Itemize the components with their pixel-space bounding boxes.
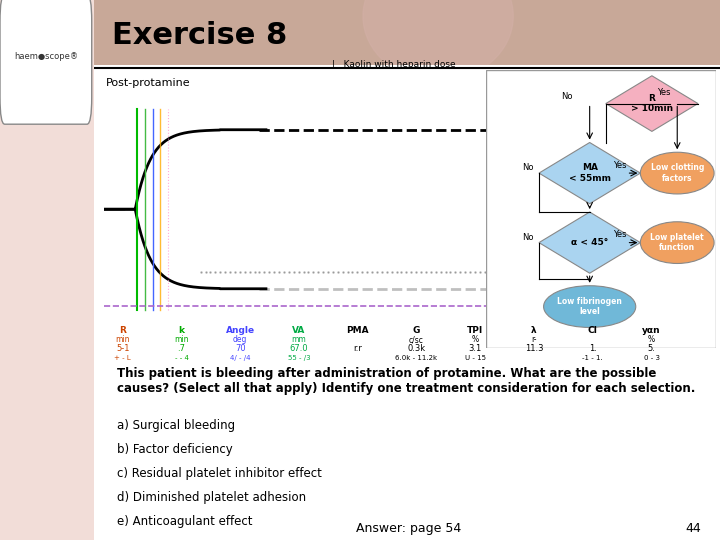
Text: k: k <box>179 326 184 335</box>
Text: TPI: TPI <box>467 326 483 335</box>
Text: Angle: Angle <box>225 326 255 335</box>
Polygon shape <box>539 143 640 204</box>
Text: Answer: page 54: Answer: page 54 <box>356 522 462 535</box>
Text: G: G <box>413 326 420 335</box>
Bar <box>94 65 720 540</box>
Text: Exercise 8: Exercise 8 <box>112 21 288 50</box>
Text: 3.1: 3.1 <box>469 345 482 353</box>
FancyBboxPatch shape <box>0 0 91 124</box>
Bar <box>94 0 720 65</box>
Text: d) Diminished platelet adhesion: d) Diminished platelet adhesion <box>117 491 306 504</box>
Text: R
> 10min: R > 10min <box>631 94 673 113</box>
Text: deg: deg <box>233 335 248 345</box>
Text: + - L: + - L <box>114 355 131 361</box>
Text: 0.3k: 0.3k <box>408 345 426 353</box>
Text: mm: mm <box>292 335 307 345</box>
Text: 5-1: 5-1 <box>116 345 130 353</box>
Text: Low platelet
function: Low platelet function <box>650 233 704 252</box>
Text: |   Kaolin with heparin dose: | Kaolin with heparin dose <box>332 60 455 69</box>
Text: -1 - 1.: -1 - 1. <box>582 355 603 361</box>
Text: No: No <box>561 92 572 102</box>
Text: %: % <box>472 335 479 345</box>
Polygon shape <box>606 76 698 131</box>
Text: U - 15: U - 15 <box>465 355 486 361</box>
Text: - - 4: - - 4 <box>174 355 189 361</box>
Text: R: R <box>120 326 126 335</box>
Text: min: min <box>174 335 189 345</box>
Text: Low fibrinogen
level: Low fibrinogen level <box>557 297 622 316</box>
Text: Low clotting
factors: Low clotting factors <box>651 164 704 183</box>
Text: 6.0k - 11.2k: 6.0k - 11.2k <box>395 355 438 361</box>
Text: λ: λ <box>531 326 537 335</box>
Text: %: % <box>648 335 655 345</box>
Text: 67.0: 67.0 <box>289 345 308 353</box>
Text: min: min <box>115 335 130 345</box>
Text: No: No <box>522 233 534 242</box>
Text: 11.3: 11.3 <box>525 345 544 353</box>
Text: 44: 44 <box>685 522 701 535</box>
Text: This patient is bleeding after administration of protamine. What are the possibl: This patient is bleeding after administr… <box>117 367 695 395</box>
Text: r-: r- <box>531 335 537 345</box>
Text: r.r: r.r <box>354 345 362 353</box>
Text: b) Factor deficiency: b) Factor deficiency <box>117 443 233 456</box>
Text: CI: CI <box>588 326 598 335</box>
Text: Post-protamine: Post-protamine <box>106 78 191 89</box>
Text: Yes: Yes <box>613 230 626 239</box>
Text: VA: VA <box>292 326 306 335</box>
Text: Yes: Yes <box>657 88 670 97</box>
Circle shape <box>363 0 513 81</box>
Text: a) Surgical bleeding: a) Surgical bleeding <box>117 419 235 432</box>
Polygon shape <box>539 212 640 273</box>
Text: 5.: 5. <box>647 345 655 353</box>
Text: α < 45°: α < 45° <box>571 238 608 247</box>
Text: PMA: PMA <box>346 326 369 335</box>
Text: c) Residual platelet inhibitor effect: c) Residual platelet inhibitor effect <box>117 467 321 480</box>
Text: No: No <box>522 163 534 172</box>
Text: Yes: Yes <box>613 160 626 170</box>
Text: 1.: 1. <box>589 345 597 353</box>
Text: haem●scope®: haem●scope® <box>14 52 79 61</box>
Text: 4/ - /4: 4/ - /4 <box>230 355 251 361</box>
Text: c/sc: c/sc <box>409 335 424 345</box>
Ellipse shape <box>544 286 636 327</box>
Text: yαn: yαn <box>642 326 661 335</box>
Ellipse shape <box>640 222 714 264</box>
Text: 0 - 3: 0 - 3 <box>644 355 660 361</box>
Text: 55 - /3: 55 - /3 <box>288 355 310 361</box>
Text: e) Anticoagulant effect: e) Anticoagulant effect <box>117 515 252 528</box>
Ellipse shape <box>640 152 714 194</box>
Text: MA
< 55mm: MA < 55mm <box>569 164 611 183</box>
Text: .7: .7 <box>178 345 186 353</box>
Text: 70: 70 <box>235 345 246 353</box>
